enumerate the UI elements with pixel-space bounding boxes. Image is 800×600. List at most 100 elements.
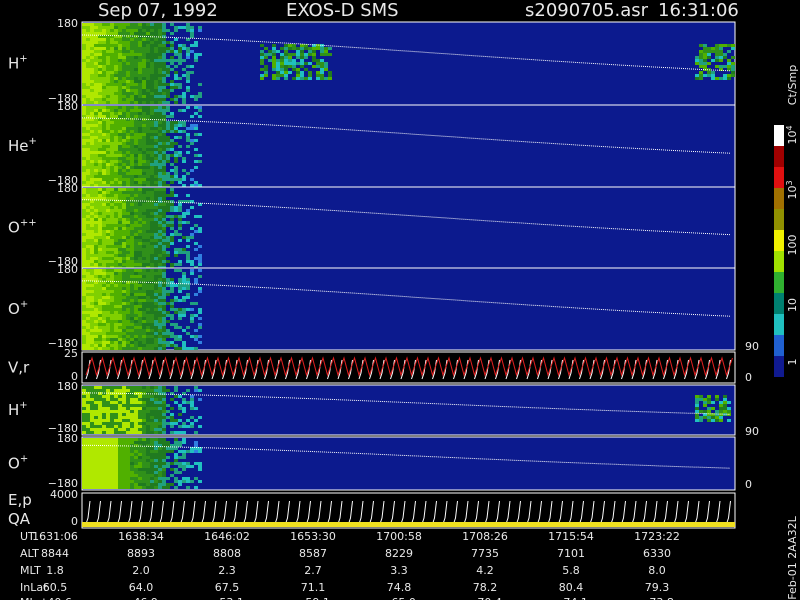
cell [182,221,186,224]
cell [110,245,114,248]
cell [134,181,138,184]
cell [98,172,102,175]
cell [102,347,106,350]
cell [146,293,150,296]
cell [118,344,122,347]
cell [82,344,86,347]
cell [98,80,102,83]
cell [154,407,158,410]
cell [138,471,142,474]
cell [194,127,198,130]
cell [194,56,198,59]
cell [114,71,118,74]
cell [178,251,182,254]
cell [94,118,98,121]
cell [122,95,126,98]
cell [142,293,146,296]
cell [130,236,134,239]
cell [178,47,182,50]
cell [94,124,98,127]
cell [198,317,202,320]
cell [150,347,154,350]
cell [138,245,142,248]
label-sup: + [20,454,28,465]
cell [82,35,86,38]
cell [707,53,711,56]
cell [138,465,142,468]
cell [126,154,130,157]
cell [130,68,134,71]
cell [114,109,118,112]
cell [280,65,284,68]
cell [86,486,90,489]
cell [182,425,186,428]
cell [114,480,118,483]
cell [142,77,146,80]
cell [130,80,134,83]
cell [146,320,150,323]
cell [134,404,138,407]
cell [110,112,114,115]
cell [280,74,284,77]
cell [94,86,98,89]
cell [114,459,118,462]
cell [106,326,110,329]
cell [82,459,86,462]
cell [86,172,90,175]
cell [150,459,154,462]
cell [154,124,158,127]
cell [194,338,198,341]
cell [142,456,146,459]
cell [110,395,114,398]
cell [106,233,110,236]
cell [118,98,122,101]
cell [86,184,90,187]
cell [130,431,134,434]
cell [182,422,186,425]
cell [146,462,150,465]
cell [102,35,106,38]
row-name: MLT [20,564,41,577]
panel-label: O+ [8,454,28,473]
cell [178,56,182,59]
cell [162,251,166,254]
cell [134,221,138,224]
cell [170,407,174,410]
cell [122,127,126,130]
cell [86,56,90,59]
cell [86,118,90,121]
cell [126,441,130,444]
cell [186,139,190,142]
cell [90,332,94,335]
cell [727,77,731,80]
cell [122,468,126,471]
cell [154,203,158,206]
cell [170,80,174,83]
cell [126,160,130,163]
cell [150,462,154,465]
cell [126,92,130,95]
cell [711,407,715,410]
cell [134,275,138,278]
row-value: −40.6 [38,596,72,600]
cell [86,89,90,92]
cell [114,124,118,127]
cell [118,317,122,320]
cell [90,142,94,145]
cell [82,59,86,62]
cell [98,425,102,428]
cell [158,98,162,101]
cell [94,329,98,332]
cell [146,284,150,287]
cell [186,284,190,287]
cell [142,23,146,26]
cell [170,112,174,115]
cell [122,212,126,215]
cell [182,465,186,468]
cell [86,160,90,163]
cell [82,447,86,450]
cell [142,260,146,263]
cell [260,56,264,59]
cell [190,480,194,483]
cell [150,206,154,209]
